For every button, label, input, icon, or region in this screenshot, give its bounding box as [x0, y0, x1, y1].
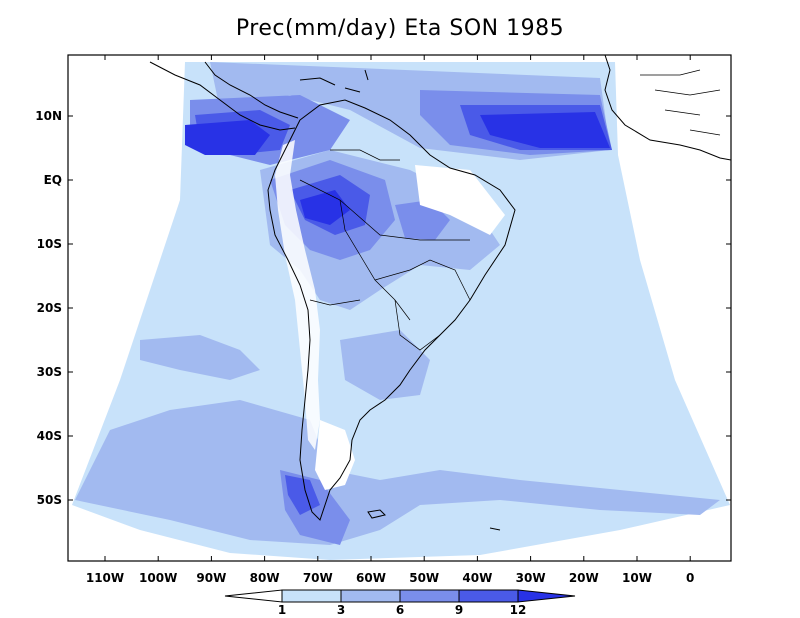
country-borders [299, 149, 471, 351]
colorbar-swatch [458, 589, 519, 603]
lat-tick-label: 20S [37, 301, 62, 315]
colorbar: 1 3 6 9 12 [224, 589, 576, 617]
central-america-coast [149, 61, 299, 131]
precip-field [72, 55, 731, 560]
lon-tick-label: 20W [569, 571, 599, 585]
andes-dry-band [275, 140, 320, 450]
south-america-coast [267, 99, 516, 521]
lat-tick-label: 50S [37, 493, 62, 507]
lon-tick-label: 30W [516, 571, 546, 585]
patagonia-dry [315, 420, 355, 490]
lon-tick-label: 10W [622, 571, 652, 585]
lat-tick-label: EQ [44, 173, 62, 187]
colorbar-swatch [281, 589, 342, 603]
lat-tick-label: 10S [37, 237, 62, 251]
colorbar-label: 12 [510, 603, 527, 617]
lon-tick-label: 100W [139, 571, 177, 585]
falkland-islands [367, 509, 386, 519]
colorbar-label: 1 [278, 603, 286, 617]
colorbar-swatch [340, 589, 401, 603]
colorbar-max-arrow [517, 589, 576, 603]
lat-tick-label: 40S [37, 429, 62, 443]
longitude-axis: 110W 100W 90W 80W 70W 60W 50W 40W 30W 20W 10W 0 [86, 55, 694, 585]
colorbar-label: 6 [396, 603, 404, 617]
caribbean-islands [299, 69, 369, 93]
lon-tick-label: 0 [686, 571, 694, 585]
colorbar-label: 3 [337, 603, 345, 617]
lon-tick-label: 90W [196, 571, 226, 585]
colorbar-swatch [399, 589, 460, 603]
lon-tick-label: 50W [409, 571, 439, 585]
lon-tick-label: 70W [303, 571, 333, 585]
south-georgia [489, 527, 501, 531]
ne-brazil-dry [415, 165, 505, 235]
map-title: Prec(mm/day) Eta SON 1985 [235, 16, 565, 41]
lat-tick-label: 30S [37, 365, 62, 379]
latitude-axis: 10N EQ 10S 20S 30S 40S 50S [35, 109, 731, 507]
africa-borders [640, 69, 721, 136]
lon-tick-label: 40W [462, 571, 492, 585]
lon-tick-label: 110W [86, 571, 124, 585]
colorbar-label: 9 [455, 603, 463, 617]
lon-tick-label: 60W [356, 571, 386, 585]
precip-level5 [185, 112, 610, 225]
lon-tick-label: 80W [250, 571, 280, 585]
africa-coast [604, 55, 731, 161]
lat-tick-label: 10N [35, 109, 62, 123]
colorbar-min-arrow [224, 589, 283, 603]
